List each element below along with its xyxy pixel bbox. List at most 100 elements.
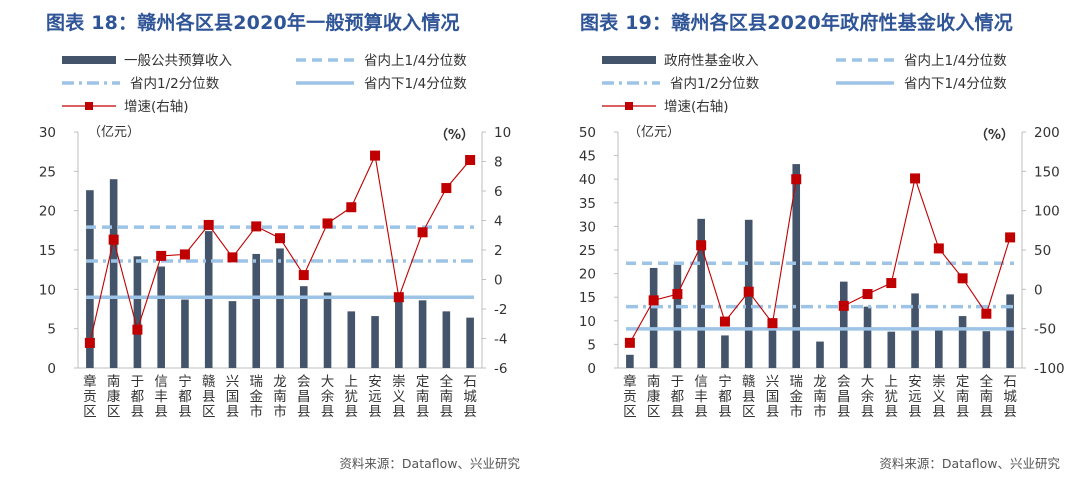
legend-label: 省内下1/4分位数 xyxy=(364,76,467,92)
legend-label: 政府性基金收入 xyxy=(664,52,759,69)
x-axis-category-label: 安远县 xyxy=(908,374,922,420)
left-axis-tick-label: 5 xyxy=(47,322,56,338)
bar xyxy=(982,331,991,368)
bar xyxy=(1006,294,1014,368)
right-axis-tick-label: 200 xyxy=(1034,125,1060,141)
bar xyxy=(887,331,896,368)
bar-series xyxy=(626,164,1014,368)
right-axis-tick-label: 10 xyxy=(494,125,511,141)
legend-label: 一般公共预算收入 xyxy=(124,53,232,69)
growth-marker xyxy=(648,295,659,306)
left-axis-unit: （亿元） xyxy=(88,125,140,140)
growth-marker xyxy=(465,155,476,166)
bar xyxy=(839,281,848,368)
bar xyxy=(721,335,729,368)
bar xyxy=(958,316,967,368)
x-axis-category-label: 宁都县 xyxy=(178,373,192,420)
growth-marker xyxy=(441,183,452,194)
bar xyxy=(181,299,189,368)
x-axis-category-label: 崇义县 xyxy=(932,374,946,420)
growth-marker xyxy=(1005,232,1016,243)
bar xyxy=(792,164,801,368)
x-axis-category-label: 南康区 xyxy=(107,374,121,420)
bar xyxy=(157,266,165,368)
legend-label: 省内1/2分位数 xyxy=(130,76,220,92)
legend-swatch-bar xyxy=(602,56,656,64)
left-axis-tick-label: 10 xyxy=(579,314,596,330)
growth-marker xyxy=(933,243,944,254)
left-axis-tick-label: 30 xyxy=(579,219,596,235)
right-axis-tick-label: 0 xyxy=(1034,282,1043,298)
x-axis-category-label: 信丰县 xyxy=(694,374,708,420)
x-axis-category-label: 会昌县 xyxy=(297,374,311,420)
x-axis-category-label: 上犹县 xyxy=(885,374,899,420)
bar xyxy=(133,256,142,368)
bar xyxy=(347,311,356,368)
left-axis-tick-label: 40 xyxy=(579,172,596,188)
bar xyxy=(228,301,237,368)
x-axis-category-label: 宁都县 xyxy=(718,373,732,420)
growth-marker xyxy=(275,233,285,244)
growth-marker xyxy=(838,300,849,311)
left-axis-unit: （亿元） xyxy=(628,125,680,140)
legend-label: 省内上1/4分位数 xyxy=(364,53,467,69)
x-axis-category-label: 章贡区 xyxy=(623,373,637,420)
left-axis-tick-label: 0 xyxy=(587,361,596,377)
growth-marker xyxy=(203,219,214,230)
chart-title: 图表 18：赣州各区县2020年一般预算收入情况 xyxy=(46,12,460,34)
right-axis-tick-label: -6 xyxy=(494,361,507,377)
growth-marker xyxy=(672,289,683,300)
x-axis-category-label: 石城县 xyxy=(463,374,477,420)
bar xyxy=(109,179,118,368)
bar xyxy=(673,264,682,368)
left-axis-tick-label: 0 xyxy=(47,361,56,377)
x-axis-category-label: 龙南市 xyxy=(273,374,287,420)
chart-panel-general-budget: 图表 18：赣州各区县2020年一般预算收入情况 一般公共预算收入 省内上1/4分… xyxy=(39,12,520,471)
growth-marker xyxy=(156,250,167,261)
x-axis-category-label: 龙南市 xyxy=(813,374,827,420)
growth-marker xyxy=(767,318,778,329)
x-axis-category-label: 瑞金市 xyxy=(249,374,263,420)
legend-label: 省内1/2分位数 xyxy=(670,76,760,92)
x-axis-category-label: 崇义县 xyxy=(392,374,406,420)
right-axis-tick-label: -100 xyxy=(1034,361,1065,377)
growth-line xyxy=(629,176,1011,344)
bar xyxy=(863,306,872,368)
bar xyxy=(323,292,332,368)
x-axis-category-label: 信丰县 xyxy=(154,374,168,420)
growth-marker xyxy=(370,150,381,161)
bar xyxy=(649,267,658,368)
growth-marker xyxy=(298,270,309,281)
x-axis-category-label: 会昌县 xyxy=(837,374,851,420)
growth-marker xyxy=(719,316,730,327)
growth-marker xyxy=(624,337,635,348)
growth-marker xyxy=(791,174,802,185)
bar xyxy=(371,316,379,368)
growth-marker xyxy=(346,202,357,213)
legend-swatch-marker xyxy=(625,102,633,110)
legend-label: 增速(右轴) xyxy=(124,99,189,115)
left-axis-tick-label: 20 xyxy=(579,267,596,283)
bar xyxy=(935,327,943,368)
x-axis-category-label: 赣县区 xyxy=(202,374,216,420)
bar xyxy=(768,327,777,368)
left-axis-tick-label: 5 xyxy=(587,337,596,353)
growth-marker xyxy=(957,273,968,284)
x-axis-category-label: 赣县区 xyxy=(742,374,756,420)
right-axis-unit: （%） xyxy=(435,127,474,143)
left-axis-tick-label: 10 xyxy=(39,282,56,298)
x-axis-category-label: 大余县 xyxy=(321,374,335,420)
legend-label: 增速(右轴) xyxy=(664,99,729,115)
right-axis-tick-label: 8 xyxy=(494,155,503,171)
growth-marker xyxy=(696,240,707,251)
bar xyxy=(697,218,705,368)
left-axis-tick-label: 35 xyxy=(579,196,596,212)
growth-marker xyxy=(910,173,921,184)
x-axis-category-label: 章贡区 xyxy=(83,373,97,420)
left-axis-tick-label: 15 xyxy=(39,243,56,259)
growth-marker xyxy=(322,218,333,229)
legend-label: 省内下1/4分位数 xyxy=(904,76,1007,92)
bar xyxy=(418,300,427,368)
